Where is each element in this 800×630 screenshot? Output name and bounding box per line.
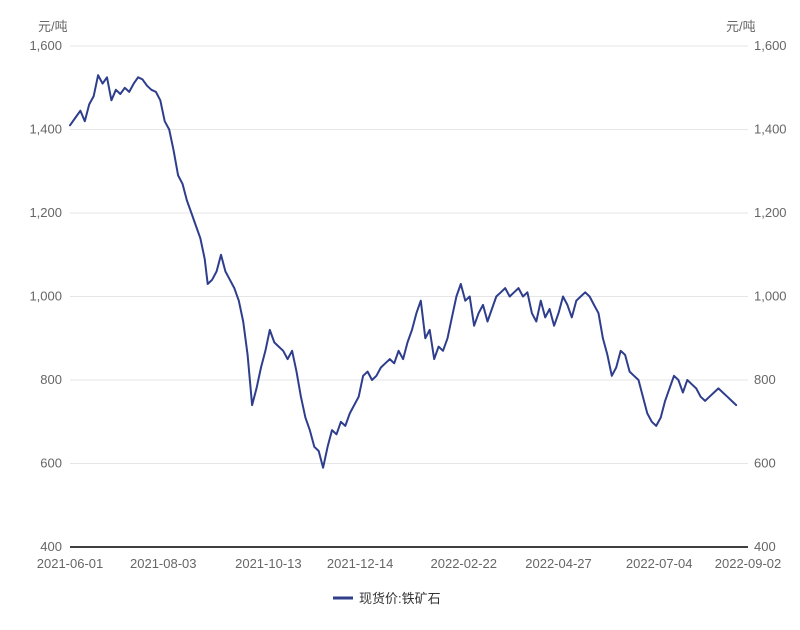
series-line[interactable] — [69, 74, 738, 469]
axis-layer: 400 400 600 600 800 800 1,000 1,000 1,200 1,200 1,… — [29, 38, 786, 571]
x-tick-label: 2022-04-27 — [525, 556, 592, 571]
y-tick-label-left: 1,600 — [29, 38, 62, 53]
unit-label-right: 元/吨 — [726, 19, 756, 34]
series-layer — [69, 74, 738, 469]
x-tick-label: 2022-07-04 — [626, 556, 693, 571]
unit-label-left: 元/吨 — [38, 19, 68, 34]
y-tick-label-left: 1,200 — [29, 205, 62, 220]
y-tick-label-right: 1,400 — [754, 122, 787, 137]
y-tick-label-left: 1,000 — [29, 289, 62, 304]
y-tick-label-right: 400 — [754, 539, 776, 554]
x-tick-label: 2021-06-01 — [37, 556, 104, 571]
y-tick-label-left: 600 — [40, 456, 62, 471]
y-tick-label-right: 600 — [754, 456, 776, 471]
y-tick-label-right: 800 — [754, 372, 776, 387]
x-tick-label: 2021-12-14 — [327, 556, 394, 571]
y-tick-label-left: 400 — [40, 539, 62, 554]
y-tick-label-left: 1,400 — [29, 122, 62, 137]
y-tick-label-right: 1,000 — [754, 289, 787, 304]
x-tick-label: 2022-09-02 — [715, 556, 782, 571]
y-tick-label-right: 1,600 — [754, 38, 787, 53]
y-tick-label-right: 1,200 — [754, 205, 787, 220]
grid-layer — [70, 45, 748, 464]
y-tick-label-left: 800 — [40, 372, 62, 387]
x-tick-label: 2021-10-13 — [235, 556, 302, 571]
x-tick-label: 2021-08-03 — [130, 556, 197, 571]
legend[interactable]: 现货价:铁矿石 — [333, 591, 441, 606]
x-tick-label: 2022-02-22 — [431, 556, 498, 571]
legend-label: 现货价:铁矿石 — [359, 591, 441, 606]
